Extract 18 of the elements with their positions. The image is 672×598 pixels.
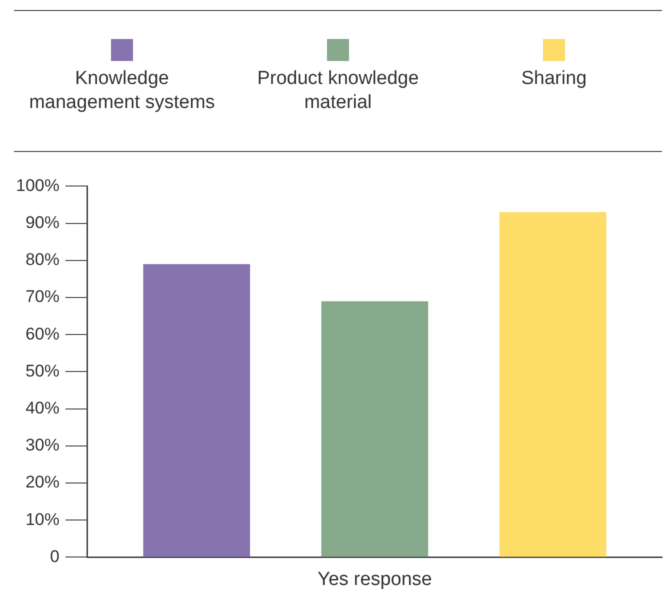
y-tick-label: 60% — [25, 324, 60, 344]
bar — [499, 212, 606, 557]
y-tick-label: 30% — [25, 436, 60, 455]
legend-label: Sharing — [521, 67, 587, 91]
y-tick-label: 100% — [16, 176, 60, 195]
legend-label: Product knowledge material — [256, 67, 420, 115]
y-tick-label: 40% — [25, 398, 60, 418]
x-tick-label: Yes response — [318, 568, 432, 590]
bar — [321, 301, 428, 557]
y-tick-label: 90% — [25, 212, 60, 232]
y-tick-label: 50% — [25, 361, 60, 380]
y-tick-label: 20% — [25, 472, 60, 492]
y-tick-label: 70% — [25, 287, 60, 306]
legend-label: Knowledge management systems — [28, 67, 216, 115]
y-tick-label: 10% — [25, 510, 60, 529]
bar — [143, 264, 250, 557]
y-tick-label: 80% — [25, 250, 60, 270]
y-tick-label: 0 — [50, 546, 60, 566]
